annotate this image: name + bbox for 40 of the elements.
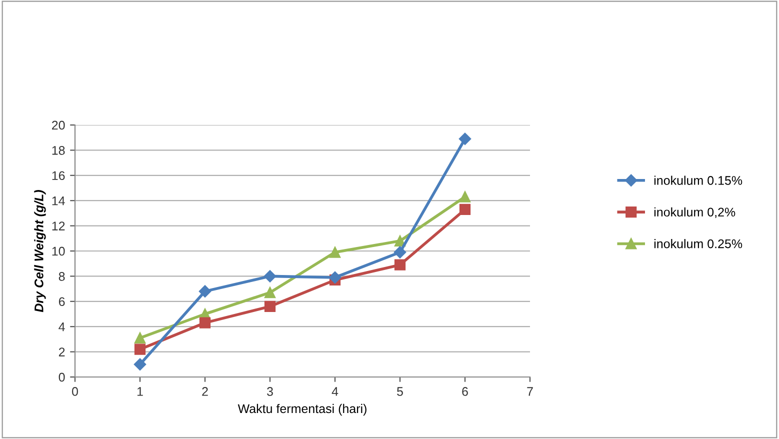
y-tick-label: 10	[52, 246, 65, 256]
x-axis-title: Waktu fermentasi (hari)	[238, 404, 366, 416]
point	[394, 259, 406, 270]
x-tick-label: 4	[332, 387, 338, 396]
point	[199, 317, 211, 328]
y-tick-label: 16	[52, 171, 65, 180]
point	[264, 270, 276, 282]
x-tick-label: 1	[137, 387, 143, 396]
point	[458, 132, 472, 145]
y-tick-label: 0	[58, 372, 65, 382]
y-tick-label: 18	[52, 146, 65, 155]
point	[328, 271, 342, 284]
y-axis-title: Dry Cell Weight (g/L)	[34, 190, 46, 312]
point	[134, 332, 146, 344]
x-tick-label: 3	[267, 387, 273, 396]
point	[134, 344, 146, 355]
x-tick-label: 7	[527, 387, 533, 396]
x-tick-label: 2	[202, 387, 208, 396]
y-tick-label: 2	[58, 348, 65, 356]
point	[394, 246, 406, 258]
y-tick-label: 14	[52, 196, 65, 206]
point	[134, 358, 146, 370]
point	[394, 235, 406, 246]
point	[329, 246, 341, 258]
y-tick-label: 6	[58, 297, 65, 306]
point	[264, 300, 276, 312]
y-tick-label: 8	[58, 272, 65, 281]
y-tick-label: 4	[58, 322, 65, 332]
point	[198, 285, 212, 298]
legend-label: inokulum 0,2%	[654, 207, 736, 218]
legend-label: inokulum 0.25%	[654, 239, 742, 248]
y-tick-label: 20	[52, 120, 65, 130]
x-tick-label: 6	[462, 387, 468, 396]
x-tick-label: 0	[72, 387, 78, 396]
legend-label: inokulum 0.15%	[654, 176, 742, 185]
x-tick-label: 5	[397, 387, 403, 396]
y-tick-label: 12	[52, 222, 65, 230]
point	[459, 191, 471, 202]
point	[264, 287, 276, 298]
point	[459, 204, 471, 215]
